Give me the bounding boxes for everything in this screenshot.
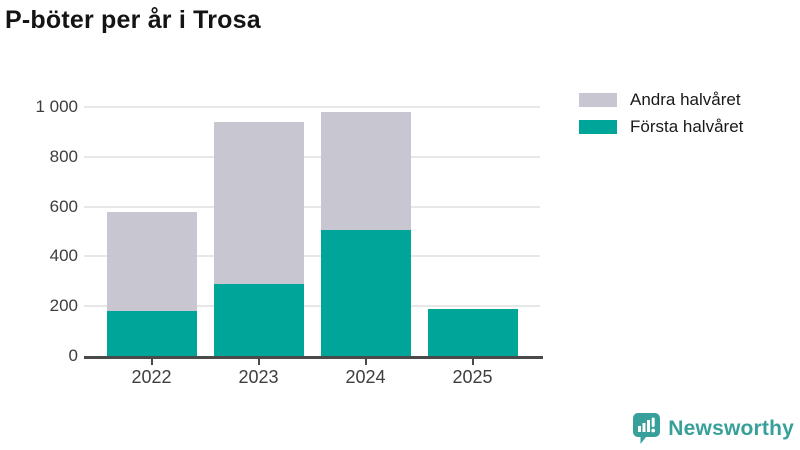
legend-label: Första halvåret [630,117,744,136]
x-axis-line [84,356,543,359]
x-axis-tick-label: 2025 [452,367,493,387]
newsworthy-logo-text: Newsworthy [668,416,794,440]
y-axis-tick-label: 600 [49,196,78,216]
x-axis-tick [364,359,367,365]
x-axis-tick [257,359,260,365]
y-axis-tick-label: 800 [49,146,78,166]
bar-chart-speech-bubble-icon [633,413,661,444]
bar-segment-2022-andra-halvaret [106,211,197,312]
legend: Andra halvåret Första halvåret [579,90,743,137]
gridline [84,255,540,258]
y-axis-tick-label: 0 [68,346,78,365]
bar-segment-2023-andra-halvaret [213,121,304,284]
gridline [84,305,540,308]
gridline [84,106,540,108]
bar-segment-2025-forsta-halvaret [427,308,518,356]
newsworthy-logo: Newsworthy [633,413,794,444]
x-axis-tick-label: 2022 [131,367,172,387]
y-axis-tick-label: 400 [49,246,78,266]
x-axis-tick [150,359,153,365]
bar-segment-2023-forsta-halvaret [213,283,304,356]
gridline [84,155,540,158]
legend-swatch [579,120,617,134]
y-axis-tick-label: 200 [49,296,78,316]
x-axis-tick-label: 2023 [238,367,279,387]
bar-segment-2024-forsta-halvaret [320,230,411,356]
legend-item: Andra halvåret [579,90,743,110]
legend-label: Andra halvåret [630,90,741,109]
gridline [84,205,540,208]
chart-title: P-böter per år i Trosa [5,6,261,34]
legend-item: Första halvåret [579,117,743,137]
bar-segment-2022-forsta-halvaret [106,311,197,356]
y-axis-tick-label: 1 000 [35,97,78,116]
x-axis-tick [471,359,474,365]
x-axis-tick-label: 2024 [345,367,386,387]
bar-segment-2024-andra-halvaret [320,111,411,231]
legend-swatch [579,93,617,107]
